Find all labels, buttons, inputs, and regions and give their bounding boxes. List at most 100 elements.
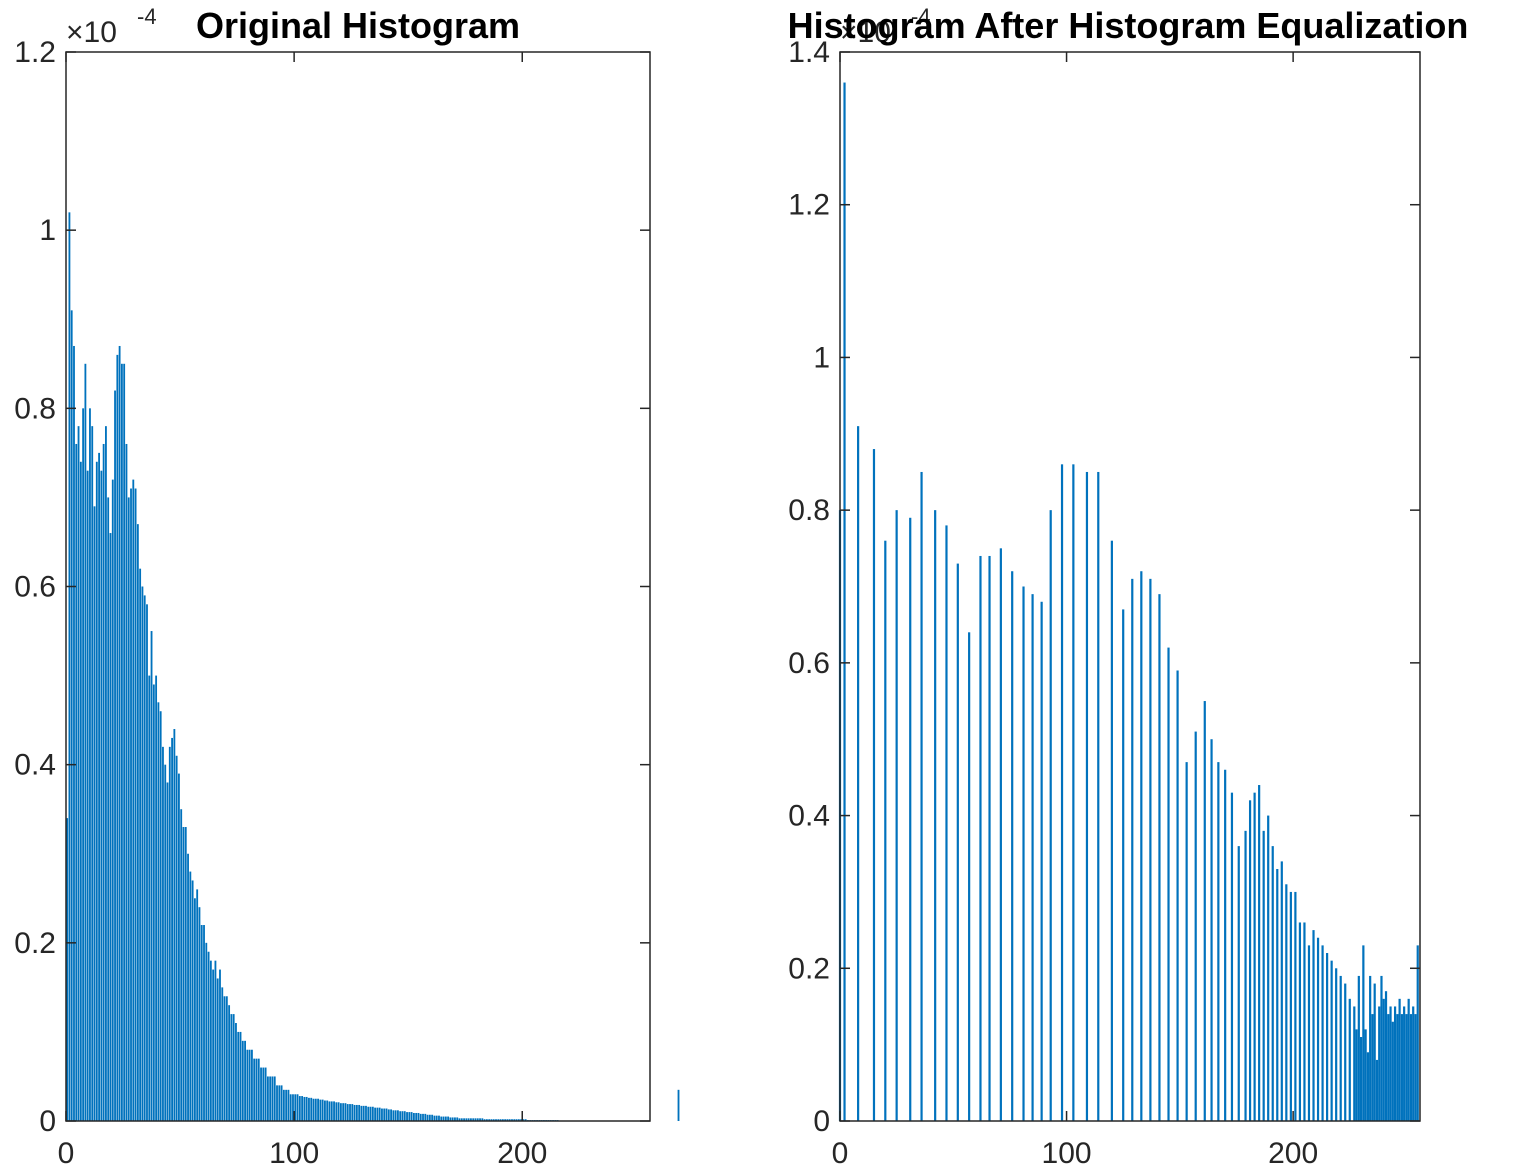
y-tick-label: 0 bbox=[813, 1105, 830, 1138]
bar bbox=[999, 548, 1002, 1121]
bar bbox=[308, 1097, 310, 1121]
bar bbox=[257, 1058, 260, 1121]
bar bbox=[241, 1040, 244, 1121]
x-tick-label: 0 bbox=[832, 1137, 849, 1170]
bar bbox=[1262, 830, 1265, 1121]
bar bbox=[956, 563, 959, 1121]
bar bbox=[321, 1099, 324, 1121]
bar bbox=[209, 960, 212, 1121]
bar bbox=[520, 1119, 523, 1121]
bar bbox=[136, 524, 139, 1121]
bar bbox=[289, 1094, 292, 1121]
bar bbox=[212, 969, 215, 1121]
bar bbox=[168, 746, 171, 1121]
bar bbox=[1294, 891, 1297, 1121]
bar bbox=[424, 1113, 427, 1121]
bar bbox=[1316, 937, 1320, 1121]
bar bbox=[1321, 945, 1324, 1121]
original-histogram-ticks: 0 0.2 0.4 0.6 0.8 1 1.2 0 100 200 bbox=[14, 36, 650, 1170]
equalized-histogram-chart: 0 0.2 0.4 0.6 0.8 1 1.2 1.4 0 100 200 ×10 -4 Histo… bbox=[788, 4, 1469, 1170]
bar bbox=[134, 488, 137, 1121]
bar bbox=[1339, 975, 1342, 1121]
x-tick-label: 200 bbox=[1268, 1137, 1318, 1170]
equalized-histogram-exponent: ×10 -4 bbox=[840, 4, 931, 49]
bar bbox=[1400, 1014, 1403, 1121]
bar bbox=[141, 586, 144, 1121]
bar bbox=[1194, 731, 1197, 1121]
original-histogram-exponent-base: ×10 bbox=[66, 16, 117, 49]
bar bbox=[1224, 769, 1227, 1121]
y-tick-label: 1.2 bbox=[788, 189, 830, 222]
bar bbox=[447, 1116, 450, 1121]
bar bbox=[485, 1119, 488, 1121]
bar bbox=[77, 426, 80, 1121]
bar bbox=[401, 1111, 404, 1121]
bar bbox=[1158, 594, 1161, 1121]
bar bbox=[79, 461, 82, 1121]
bar bbox=[435, 1115, 438, 1121]
bar bbox=[481, 1118, 484, 1121]
bar bbox=[1049, 510, 1052, 1121]
bar bbox=[244, 1040, 246, 1121]
bar bbox=[298, 1096, 301, 1121]
bar bbox=[191, 880, 194, 1121]
bar bbox=[344, 1103, 347, 1121]
bar bbox=[282, 1089, 285, 1121]
bar bbox=[164, 764, 167, 1121]
bar bbox=[333, 1101, 335, 1121]
bar bbox=[301, 1096, 304, 1121]
bar bbox=[465, 1118, 468, 1121]
bar bbox=[1353, 1006, 1356, 1121]
bar bbox=[303, 1096, 306, 1121]
bar bbox=[118, 345, 121, 1122]
bar bbox=[317, 1098, 319, 1121]
bar bbox=[123, 363, 126, 1121]
bar bbox=[488, 1119, 491, 1121]
bar bbox=[945, 525, 948, 1121]
bar bbox=[349, 1104, 351, 1121]
bar bbox=[269, 1076, 272, 1121]
bar bbox=[1389, 1006, 1392, 1121]
bar bbox=[1217, 762, 1220, 1121]
y-tick-label: 0.4 bbox=[788, 800, 830, 833]
bar bbox=[438, 1115, 440, 1121]
bar bbox=[383, 1108, 386, 1121]
bar bbox=[314, 1098, 317, 1121]
bar bbox=[237, 1031, 240, 1121]
bar bbox=[251, 1049, 253, 1121]
bar bbox=[166, 782, 169, 1121]
equalized-histogram-title: Histogram After Histogram Equalization bbox=[788, 5, 1469, 46]
bar bbox=[155, 675, 158, 1121]
bar bbox=[75, 443, 78, 1122]
bar bbox=[146, 604, 148, 1121]
bar bbox=[1110, 540, 1113, 1121]
y-tick-label: 0 bbox=[39, 1105, 56, 1138]
bar bbox=[1330, 960, 1333, 1121]
y-tick-label: 0.4 bbox=[14, 749, 56, 782]
bar bbox=[1375, 1059, 1379, 1121]
bar bbox=[1335, 968, 1338, 1121]
bar bbox=[312, 1098, 315, 1121]
equalized-histogram-exponent-base: ×10 bbox=[840, 16, 891, 49]
bar bbox=[394, 1110, 397, 1121]
bar bbox=[353, 1104, 356, 1121]
bar bbox=[1412, 1006, 1415, 1121]
bar bbox=[417, 1112, 420, 1121]
y-tick-label: 1.4 bbox=[788, 36, 830, 69]
bar bbox=[872, 449, 876, 1121]
bar bbox=[159, 711, 162, 1121]
original-histogram-exponent: ×10 -4 bbox=[66, 4, 157, 49]
bar bbox=[367, 1106, 370, 1121]
bar bbox=[339, 1103, 342, 1121]
bar bbox=[287, 1089, 290, 1121]
bar bbox=[271, 1076, 274, 1121]
bar bbox=[1230, 792, 1234, 1121]
bar bbox=[294, 1094, 297, 1121]
bar bbox=[449, 1117, 452, 1121]
bar bbox=[504, 1119, 507, 1121]
bar bbox=[223, 996, 226, 1121]
bar bbox=[324, 1100, 326, 1121]
x-tick-label: 100 bbox=[1042, 1137, 1092, 1170]
bar bbox=[285, 1089, 288, 1121]
bar bbox=[397, 1110, 399, 1121]
